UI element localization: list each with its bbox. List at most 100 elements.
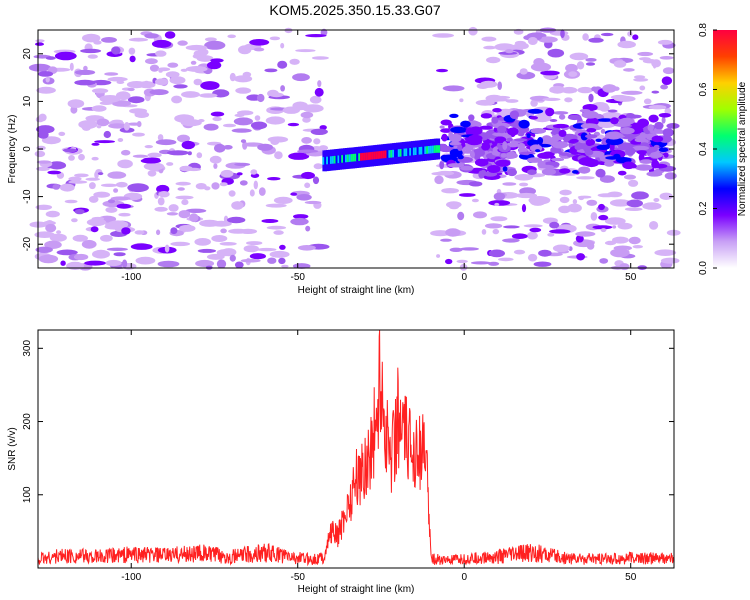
signal-peak-cell [435,145,441,153]
noise-cell [203,123,219,131]
band-cell [634,164,653,171]
noise-cell [239,180,248,186]
y-tick-label: -10 [22,189,33,204]
noise-cell [505,99,519,103]
noise-cell [547,48,565,58]
noise-cell [140,158,162,164]
band-cell [457,144,463,151]
band-cell [439,125,445,129]
band-cell [487,165,501,173]
noise-cell [304,182,311,189]
band-cell [493,127,499,133]
band-cell [580,132,588,141]
noise-cell [585,58,597,62]
noise-cell [90,226,99,233]
band-cell [552,111,569,115]
noise-cell [187,151,192,156]
noise-cell [591,86,598,92]
noise-cell [526,231,538,240]
noise-cell [35,39,45,43]
noise-cell [181,199,189,206]
band-cell [502,166,508,172]
band-cell [460,120,471,128]
noise-cell [304,200,322,205]
noise-cell [108,123,127,129]
noise-cell [582,33,589,41]
noise-cell [612,225,617,229]
noise-cell [72,234,89,242]
snr-y-ticks: 100 200 300 [22,340,674,503]
noise-cell [659,192,673,200]
noise-cell [103,130,112,139]
noise-cell [609,199,632,207]
noise-cell [56,230,62,234]
band-cell [610,117,619,125]
noise-cell [476,83,490,89]
noise-cell [203,186,211,191]
noise-cell [228,190,236,197]
noise-cell [223,145,233,150]
noise-cell [281,264,289,268]
noise-cell [617,40,636,49]
y-tick-label: 100 [22,486,33,503]
noise-cell [130,243,153,250]
band-cell [558,129,567,137]
noise-cell [99,101,113,105]
y-tick-label: 10 [22,95,33,107]
band-cell [649,152,663,159]
noise-cell [206,61,222,70]
noise-cell [171,95,183,104]
snr-x-ticks: -100 -50 0 50 [121,330,637,583]
noise-cell [128,47,136,55]
noise-cell [631,191,649,200]
noise-cell [498,257,514,262]
noise-cell [599,175,615,183]
noise-cell [290,192,298,196]
noise-cell [626,199,643,208]
band-cell [580,123,599,129]
snr-x-label: Height of straight line (km) [298,584,415,595]
colorbar-tick-label: 0.4 [698,142,709,156]
noise-cell [45,210,60,218]
noise-cell [249,39,270,46]
noise-cell [488,261,500,266]
noise-cell [111,119,123,124]
noise-cell [661,76,673,85]
noise-cell [449,247,463,252]
noise-cell [164,244,170,253]
band-cell [584,149,594,156]
noise-cell [588,37,604,43]
figure-title: KOM5.2025.350.15.33.G07 [269,2,440,18]
noise-cell [58,131,66,136]
noise-cell [648,105,667,110]
y-tick-label: 20 [22,48,33,60]
noise-cell [196,152,203,159]
snr-series-line [37,330,675,567]
noise-cell [113,252,126,257]
colorbar-tick-label: 0.8 [698,23,709,37]
noise-cell [445,258,453,265]
noise-cell [37,130,49,139]
band-cell [584,158,599,168]
noise-cell [613,60,627,68]
noise-cell [91,156,99,161]
noise-cell [549,88,556,93]
noise-cell [637,51,654,57]
noise-cell [144,33,159,39]
noise-cell [214,143,226,153]
band-cell [468,114,475,121]
noise-cell [503,225,520,229]
noise-cell [115,181,128,188]
band-cell [507,168,517,177]
band-cell [636,150,647,155]
noise-cell [494,202,500,206]
noise-cell [190,60,197,65]
band-cell [661,116,666,124]
noise-cell [559,196,570,204]
noise-cell [185,44,208,51]
noise-cell [60,260,66,266]
spectrogram-x-ticks: -100 -50 0 50 [121,30,637,283]
noise-cell [126,81,147,89]
noise-cell [514,174,534,181]
band-cell [552,123,569,129]
